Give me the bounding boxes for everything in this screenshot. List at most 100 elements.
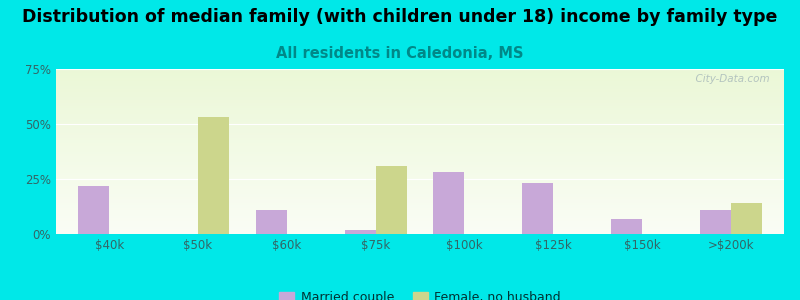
Bar [56,151,784,152]
Bar [700,210,730,234]
Text: Distribution of median family (with children under 18) income by family type: Distribution of median family (with chil… [22,8,778,26]
Bar [56,148,784,149]
Bar [56,159,784,160]
Bar [56,116,784,117]
Bar [56,142,784,143]
Bar [56,162,784,163]
Bar [56,90,784,91]
Text: City-Data.com: City-Data.com [689,74,770,84]
Bar [56,200,784,201]
Bar [56,124,784,125]
Bar [56,96,784,97]
Bar [56,72,784,73]
Bar [56,201,784,202]
Bar [56,153,784,154]
Bar [56,202,784,203]
Bar [56,223,784,224]
Bar [56,155,784,156]
Bar [56,197,784,198]
Bar [56,104,784,105]
Bar [56,97,784,98]
Bar [56,160,784,161]
Bar [56,95,784,96]
Bar [56,91,784,92]
Bar [56,109,784,110]
Bar [56,161,784,162]
Bar [56,133,784,134]
Bar [56,107,784,108]
Bar [56,167,784,168]
Bar [611,219,642,234]
Bar [56,75,784,76]
Bar [56,147,784,148]
Bar [56,212,784,213]
Bar [56,137,784,138]
Bar [56,134,784,135]
Bar [56,140,784,141]
Bar [56,130,784,131]
Bar [56,180,784,181]
Bar [56,113,784,114]
Bar [56,185,784,186]
Bar [56,79,784,80]
Bar [56,233,784,234]
Bar [56,111,784,112]
Bar [56,132,784,133]
Bar [56,192,784,193]
Bar [56,178,784,179]
Bar [56,229,784,230]
Bar [56,71,784,72]
Bar [56,83,784,84]
Bar [56,188,784,189]
Bar [56,215,784,216]
Bar [56,160,784,161]
Bar [56,70,784,71]
Bar [56,175,784,176]
Bar [56,141,784,142]
Bar [56,172,784,173]
Bar [56,129,784,130]
Bar [56,165,784,166]
Bar [56,166,784,167]
Bar [56,126,784,127]
Bar [56,108,784,109]
Bar [56,211,784,212]
Bar [56,226,784,227]
Bar [56,221,784,222]
Bar [56,139,784,140]
Bar [56,145,784,146]
Bar [56,84,784,85]
Bar [56,227,784,228]
Bar [56,89,784,90]
Bar [56,189,784,190]
Bar [56,158,784,159]
Bar [376,166,406,234]
Bar [56,224,784,225]
Bar [56,231,784,232]
Bar [56,150,784,151]
Bar [198,117,229,234]
Bar [56,114,784,115]
Bar [56,204,784,205]
Bar [56,222,784,223]
Bar [56,118,784,119]
Bar [56,220,784,221]
Bar [56,210,784,211]
Bar [56,87,784,88]
Bar [56,100,784,101]
Bar [56,85,784,86]
Bar [56,190,784,191]
Bar [56,115,784,116]
Bar [56,76,784,77]
Bar [56,93,784,94]
Bar [56,228,784,229]
Bar [56,105,784,106]
Bar [56,138,784,139]
Bar [56,144,784,145]
Bar [56,219,784,220]
Bar [56,209,784,210]
Bar [56,203,784,204]
Bar [56,81,784,82]
Bar [56,182,784,183]
Bar [56,106,784,107]
